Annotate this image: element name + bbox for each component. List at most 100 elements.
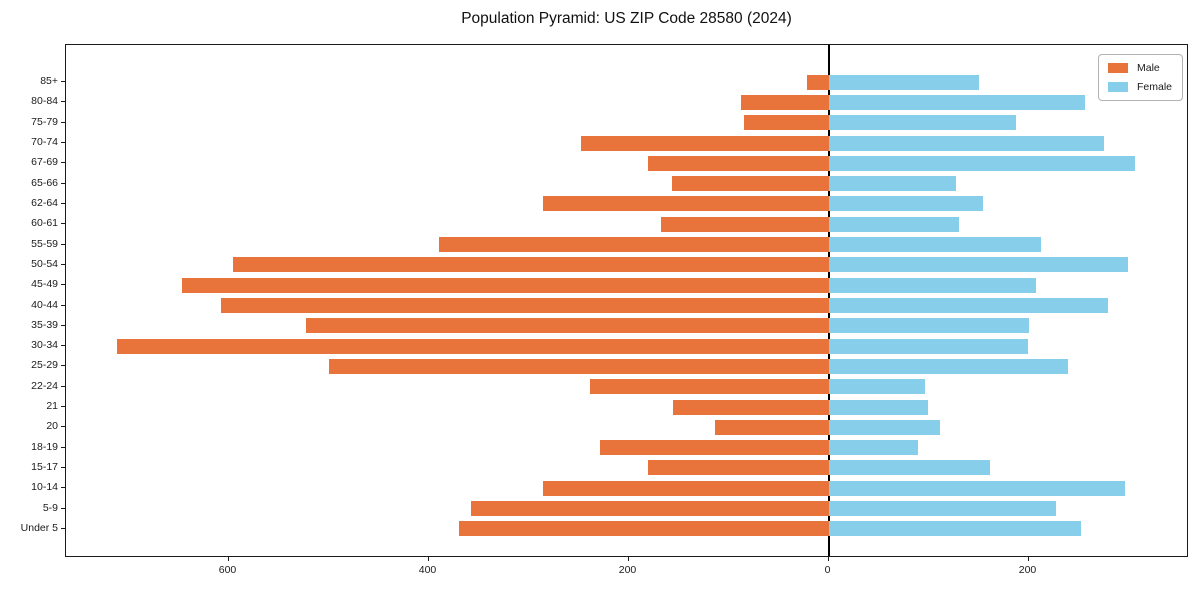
y-tick-label: 70-74 [31,136,58,149]
legend-item-male: Male [1107,62,1172,74]
y-tick-mark [61,507,65,509]
legend-label-male: Male [1136,62,1160,74]
female-bar [828,176,956,192]
y-tick-mark [61,345,65,347]
legend: Male Female [1097,54,1183,101]
y-tick-label: 40-44 [31,298,58,311]
y-tick-label: 10-14 [31,481,58,494]
legend-label-female: Female [1136,81,1172,93]
x-tick-label: 600 [218,564,237,576]
y-tick-mark [61,365,65,367]
y-tick-mark [61,263,65,265]
y-tick-mark [61,527,65,529]
male-bar [470,501,829,517]
male-bar [743,115,829,131]
x-tick-mark [227,557,229,561]
male-bar [714,419,829,435]
y-tick-label: 65-66 [31,176,58,189]
female-bar [828,277,1036,293]
male-bar [672,399,829,415]
male-bar [589,379,829,395]
y-tick-mark [61,121,65,123]
female-bar [828,419,940,435]
male-bar [660,216,829,232]
y-tick-label: Under 5 [20,521,58,534]
y-tick-mark [61,487,65,489]
y-tick-mark [61,304,65,306]
y-tick-label: 35-39 [31,318,58,331]
female-bar [828,460,990,476]
female-bar [828,216,959,232]
y-tick-label: 67-69 [31,156,58,169]
female-bar [828,196,983,212]
y-tick-label: 15-17 [31,460,58,473]
female-bar [828,298,1108,313]
y-tick-mark [61,324,65,326]
male-bar [671,176,829,192]
y-tick-label: 50-54 [31,257,58,270]
y-tick-mark [61,81,65,83]
y-tick-mark [61,385,65,387]
male-bar [328,358,829,374]
y-tick-mark [61,162,65,164]
x-tick-label: 400 [418,564,437,576]
male-bar [580,135,829,151]
male-bar [740,94,829,110]
male-bar [599,440,829,456]
female-bar [828,338,1028,354]
female-bar [828,399,928,415]
x-tick-label: 200 [1018,564,1037,576]
female-bar [828,257,1128,273]
y-tick-label: 21 [46,400,58,413]
y-tick-label: 22-24 [31,379,58,392]
chart-title: Population Pyramid: US ZIP Code 28580 (2… [461,10,792,27]
female-bar [828,237,1041,253]
y-tick-label: 85+ [40,75,58,88]
x-tick-mark [827,557,829,561]
male-bar [458,521,829,537]
y-tick-label: 30-34 [31,339,58,352]
female-bar [828,135,1104,151]
female-color-swatch [1107,82,1128,92]
female-bar [828,94,1085,110]
y-tick-label: 60-61 [31,217,58,230]
y-tick-label: 75-79 [31,115,58,128]
y-tick-label: 62-64 [31,196,58,209]
y-tick-mark [61,243,65,245]
y-tick-label: 5-9 [42,501,58,514]
male-bar [116,338,829,354]
y-tick-mark [61,202,65,204]
y-tick-mark [61,466,65,468]
x-tick-mark [627,557,629,561]
male-bar [181,277,829,293]
y-tick-mark [61,101,65,103]
y-tick-mark [61,284,65,286]
male-bar [305,318,829,334]
female-bar [828,318,1029,334]
y-tick-mark [61,182,65,184]
female-bar [828,379,925,395]
male-bar [232,257,829,273]
female-bar [828,501,1056,517]
male-bar [647,155,829,171]
male-bar [806,74,829,90]
x-tick-mark [427,557,429,561]
y-tick-mark [61,142,65,144]
y-tick-mark [61,446,65,448]
female-bar [828,115,1016,131]
y-tick-mark [61,426,65,428]
female-bar [828,74,979,90]
legend-item-female: Female [1107,81,1172,93]
male-bar [647,460,829,476]
y-tick-mark [61,406,65,408]
female-bar [828,155,1135,171]
plot-area: Male Female [65,44,1188,557]
female-bar [828,521,1081,537]
x-tick-label: 200 [618,564,637,576]
male-bar [438,237,829,253]
male-bar [542,196,829,212]
female-bar [828,440,918,456]
male-bar [542,480,829,496]
y-tick-mark [61,223,65,225]
